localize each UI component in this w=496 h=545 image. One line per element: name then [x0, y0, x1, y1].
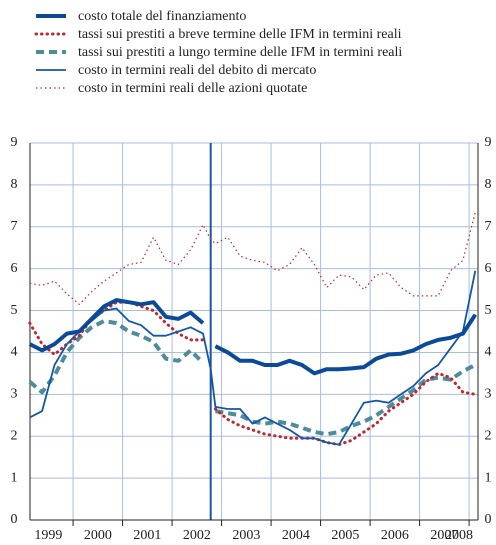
y2-tick-label: 4 [485, 345, 492, 360]
x-tick-label: 2008 [445, 528, 473, 543]
series-line [29, 270, 477, 446]
x-tick-label: 2001 [133, 528, 161, 543]
y2-tick-label: 5 [485, 303, 492, 318]
series-line [29, 211, 476, 305]
y-tick-label: 3 [11, 387, 18, 402]
x-tick-label: 2005 [331, 528, 359, 543]
y-tick-label: 8 [11, 177, 18, 192]
x-tick-label: 2007 [430, 528, 458, 543]
series-line [28, 298, 477, 376]
legend-label: costo in termini reali delle azioni quot… [78, 81, 307, 96]
y2-tick-label: 1 [485, 470, 492, 485]
y-tick-label: 5 [11, 303, 18, 318]
y2-tick-label: 7 [485, 219, 492, 234]
x-tick-label: 2006 [381, 528, 409, 543]
x-tick-label: 2000 [84, 528, 112, 543]
x-tick-label: 2003 [232, 528, 260, 543]
y-tick-label: 4 [11, 345, 18, 360]
y-tick-label: 9 [11, 135, 18, 150]
legend-label: costo in termini reali del debito di mer… [78, 63, 316, 78]
y-tick-label: 2 [11, 428, 18, 443]
series-line [28, 319, 477, 437]
y-tick-label: 7 [11, 219, 18, 234]
legend-label: tassi sui prestiti a breve termine delle… [78, 27, 402, 42]
legend-label: tassi sui prestiti a lungo termine delle… [78, 45, 402, 60]
y-tick-label: 1 [11, 470, 18, 485]
y-tick-label: 6 [11, 261, 18, 276]
y2-tick-label: 0 [485, 512, 492, 527]
x-tick-label: 1999 [34, 528, 62, 543]
y2-tick-label: 8 [485, 177, 492, 192]
y2-tick-label: 6 [485, 261, 492, 276]
y2-tick-label: 2 [485, 428, 492, 443]
y-tick-label: 0 [11, 512, 18, 527]
y2-tick-label: 3 [485, 387, 492, 402]
y2-tick-label: 9 [485, 135, 492, 150]
x-tick-label: 2004 [282, 528, 310, 543]
x-tick-label: 2002 [183, 528, 211, 543]
legend-label: costo totale del finanziamento [78, 9, 246, 24]
